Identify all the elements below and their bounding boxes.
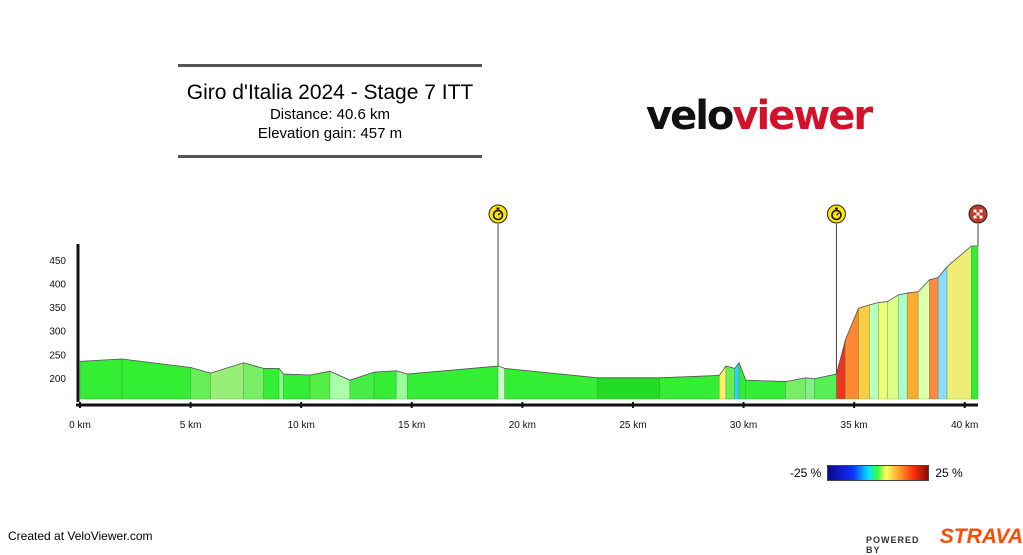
- strava-logo: STRAVA: [939, 525, 1023, 548]
- chart-title: Giro d'Italia 2024 - Stage 7 ITT: [186, 81, 474, 104]
- profile-segment: [121, 358, 191, 400]
- profile-markers: [488, 204, 988, 375]
- gradient-color-bar: [827, 465, 930, 481]
- stopwatch-hand: [497, 212, 501, 216]
- powered-by-label: POWERED BY: [866, 535, 920, 555]
- profile-segment: [971, 245, 979, 400]
- x-tick-label: 35 km: [841, 420, 868, 431]
- created-at-label: Created at VeloViewer.com: [8, 529, 153, 543]
- stopwatch-icon: [488, 204, 508, 224]
- profile-segment: [283, 373, 311, 400]
- stopwatch-icon: [826, 204, 846, 224]
- title-top-rule: [178, 64, 482, 67]
- logo-part-velo: velo: [646, 93, 734, 139]
- title-bottom-rule: [178, 155, 482, 158]
- y-tick-label: 400: [49, 280, 66, 291]
- profile-segment: [79, 358, 123, 400]
- profile-segment: [929, 277, 939, 400]
- profile-segment: [738, 362, 747, 400]
- x-tick-label: 40 km: [951, 420, 978, 431]
- x-tick-label: 0 km: [69, 420, 91, 431]
- checker-cell: [979, 209, 983, 213]
- profile-segment: [805, 377, 815, 400]
- profile-outline: [79, 245, 978, 382]
- profile-segment: [263, 368, 280, 400]
- stopwatch-face: [831, 209, 842, 221]
- elevation-gain-label: Elevation gain: 457 m: [257, 125, 403, 142]
- stopwatch-crown: [834, 207, 838, 210]
- profile-segment: [917, 279, 930, 400]
- checker-cell: [979, 215, 983, 219]
- x-tick-label: 30 km: [730, 420, 757, 431]
- logo-part-viewer: viewer: [732, 93, 873, 139]
- profile-segment: [407, 365, 499, 400]
- profile-segment: [659, 375, 720, 400]
- distance-label: Distance: 40.6 km: [269, 106, 391, 123]
- checker-cell: [976, 212, 980, 216]
- x-tick-label: 25 km: [619, 420, 646, 431]
- x-tick-label: 5 km: [180, 420, 202, 431]
- y-tick-label: 200: [49, 374, 66, 385]
- chart-axes: 0 km 5 km 10 km 15 km 20 km 25 km 30 km 35 km 40…: [49, 244, 978, 431]
- profile-segment: [869, 302, 879, 400]
- profile-segment: [373, 370, 397, 400]
- profile-segment: [597, 377, 660, 400]
- x-tick-label: 20 km: [509, 420, 536, 431]
- profile-segment: [937, 265, 948, 400]
- legend-max-label: 25 %: [935, 466, 963, 480]
- stopwatch-hand: [836, 212, 840, 216]
- x-tick-label: 10 km: [288, 420, 315, 431]
- elevation-profile-chart: 0 km 5 km 10 km 15 km 20 km 25 km 30 km 35 km 40…: [49, 204, 988, 431]
- checker-cell: [973, 209, 977, 213]
- profile-segment: [725, 365, 735, 400]
- stopwatch-face: [492, 209, 504, 221]
- profile-segment: [745, 379, 786, 400]
- x-tick-label: 15 km: [398, 420, 425, 431]
- y-tick-label: 300: [49, 327, 66, 338]
- title-block: Giro d'Italia 2024 - Stage 7 ITT Distanc…: [178, 64, 482, 158]
- profile-segment: [858, 304, 870, 400]
- profile-segment: [497, 365, 505, 400]
- gradient-legend: -25 % 25 %: [790, 465, 963, 481]
- veloviewer-logo: veloviewer: [646, 92, 873, 140]
- y-tick-label: 450: [49, 256, 66, 267]
- profile-segment: [395, 370, 408, 400]
- profile-segment: [946, 245, 972, 400]
- y-tick-label: 350: [49, 303, 66, 314]
- legend-min-label: -25 %: [790, 466, 822, 480]
- profile-segments: [79, 245, 979, 400]
- profile-segment: [906, 291, 919, 400]
- profile-segment: [309, 370, 331, 400]
- profile-segment: [243, 362, 264, 400]
- profile-segment: [887, 294, 899, 400]
- profile-segment: [844, 308, 859, 400]
- profile-segment: [898, 292, 908, 400]
- stopwatch-crown: [496, 207, 500, 210]
- powered-by-strava: POWERED BY STRAVA: [866, 525, 1023, 555]
- checker-cell: [973, 215, 977, 219]
- profile-segment: [878, 301, 888, 400]
- y-tick-label: 250: [49, 350, 66, 361]
